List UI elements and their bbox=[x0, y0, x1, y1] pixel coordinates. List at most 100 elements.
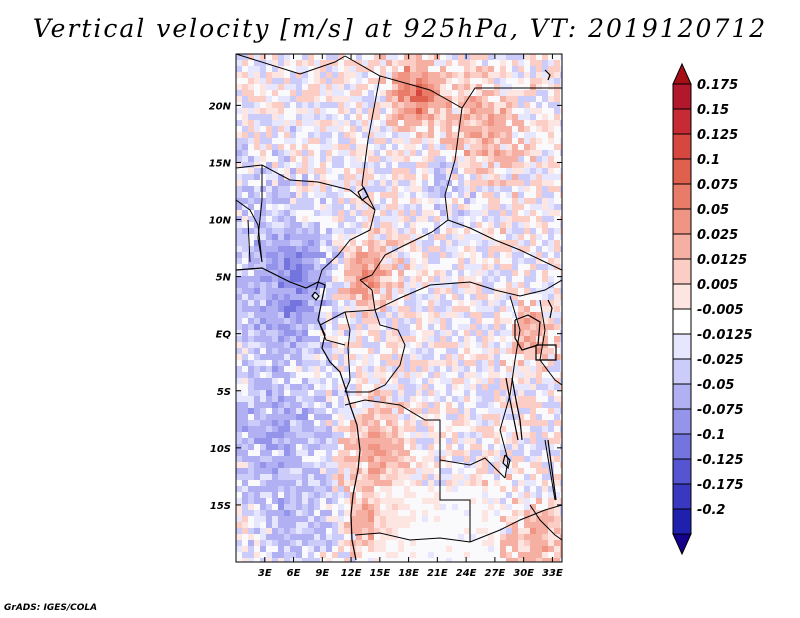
field-cell bbox=[440, 456, 446, 462]
field-cell bbox=[518, 126, 524, 132]
field-cell bbox=[440, 372, 446, 378]
field-cell bbox=[512, 210, 518, 216]
field-cell bbox=[350, 222, 356, 228]
field-cell bbox=[530, 162, 536, 168]
field-cell bbox=[548, 300, 554, 306]
field-cell bbox=[332, 162, 338, 168]
field-cell bbox=[542, 546, 548, 552]
field-cell bbox=[488, 504, 494, 510]
field-cell bbox=[398, 234, 404, 240]
field-cell bbox=[338, 516, 344, 522]
field-cell bbox=[494, 240, 500, 246]
field-cell bbox=[248, 360, 254, 366]
field-cell bbox=[362, 474, 368, 480]
field-cell bbox=[506, 438, 512, 444]
field-cell bbox=[326, 276, 332, 282]
field-cell bbox=[248, 306, 254, 312]
field-cell bbox=[362, 426, 368, 432]
field-cell bbox=[248, 192, 254, 198]
field-cell bbox=[392, 246, 398, 252]
field-cell bbox=[548, 492, 554, 498]
field-cell bbox=[536, 186, 542, 192]
field-cell bbox=[374, 108, 380, 114]
field-cell bbox=[482, 204, 488, 210]
field-cell bbox=[254, 222, 260, 228]
field-cell bbox=[530, 528, 536, 534]
field-cell bbox=[332, 240, 338, 246]
field-cell bbox=[422, 462, 428, 468]
field-cell bbox=[482, 54, 488, 60]
field-cell bbox=[236, 516, 242, 522]
field-cell bbox=[512, 132, 518, 138]
field-cell bbox=[518, 384, 524, 390]
field-cell bbox=[338, 288, 344, 294]
field-cell bbox=[338, 486, 344, 492]
field-cell bbox=[254, 396, 260, 402]
field-cell bbox=[332, 72, 338, 78]
field-cell bbox=[434, 438, 440, 444]
field-cell bbox=[524, 480, 530, 486]
field-cell bbox=[266, 96, 272, 102]
field-cell bbox=[248, 312, 254, 318]
field-cell bbox=[356, 258, 362, 264]
field-cell bbox=[242, 522, 248, 528]
field-cell bbox=[332, 534, 338, 540]
field-cell bbox=[446, 384, 452, 390]
field-cell bbox=[428, 108, 434, 114]
field-cell bbox=[554, 414, 560, 420]
field-cell bbox=[494, 300, 500, 306]
field-cell bbox=[242, 162, 248, 168]
field-cell bbox=[344, 492, 350, 498]
field-cell bbox=[392, 96, 398, 102]
field-cell bbox=[284, 552, 290, 558]
field-cell bbox=[266, 426, 272, 432]
field-cell bbox=[434, 282, 440, 288]
field-cell bbox=[356, 306, 362, 312]
field-cell bbox=[242, 480, 248, 486]
field-cell bbox=[434, 120, 440, 126]
field-cell bbox=[494, 474, 500, 480]
field-cell bbox=[332, 324, 338, 330]
field-cell bbox=[530, 504, 536, 510]
field-cell bbox=[494, 342, 500, 348]
field-cell bbox=[428, 324, 434, 330]
field-cell bbox=[428, 102, 434, 108]
field-cell bbox=[242, 336, 248, 342]
field-cell bbox=[338, 312, 344, 318]
field-cell bbox=[452, 414, 458, 420]
field-cell bbox=[494, 210, 500, 216]
field-cell bbox=[236, 540, 242, 546]
field-cell bbox=[278, 198, 284, 204]
field-cell bbox=[320, 552, 326, 558]
field-cell bbox=[332, 60, 338, 66]
field-cell bbox=[530, 456, 536, 462]
field-cell bbox=[476, 222, 482, 228]
field-cell bbox=[482, 210, 488, 216]
field-cell bbox=[410, 78, 416, 84]
field-cell bbox=[554, 408, 560, 414]
field-cell bbox=[518, 240, 524, 246]
field-cell bbox=[386, 432, 392, 438]
field-cell bbox=[368, 414, 374, 420]
field-cell bbox=[434, 222, 440, 228]
field-cell bbox=[314, 186, 320, 192]
field-cell bbox=[326, 204, 332, 210]
field-cell bbox=[452, 354, 458, 360]
field-cell bbox=[254, 528, 260, 534]
field-cell bbox=[440, 306, 446, 312]
field-cell bbox=[434, 276, 440, 282]
field-cell bbox=[536, 354, 542, 360]
field-cell bbox=[470, 186, 476, 192]
field-cell bbox=[248, 342, 254, 348]
field-cell bbox=[392, 504, 398, 510]
field-cell bbox=[380, 354, 386, 360]
field-cell bbox=[338, 408, 344, 414]
field-cell bbox=[410, 390, 416, 396]
field-cell bbox=[464, 276, 470, 282]
field-cell bbox=[458, 180, 464, 186]
field-cell bbox=[530, 138, 536, 144]
field-cell bbox=[284, 54, 290, 60]
field-cell bbox=[368, 96, 374, 102]
field-cell bbox=[470, 384, 476, 390]
field-cell bbox=[278, 114, 284, 120]
